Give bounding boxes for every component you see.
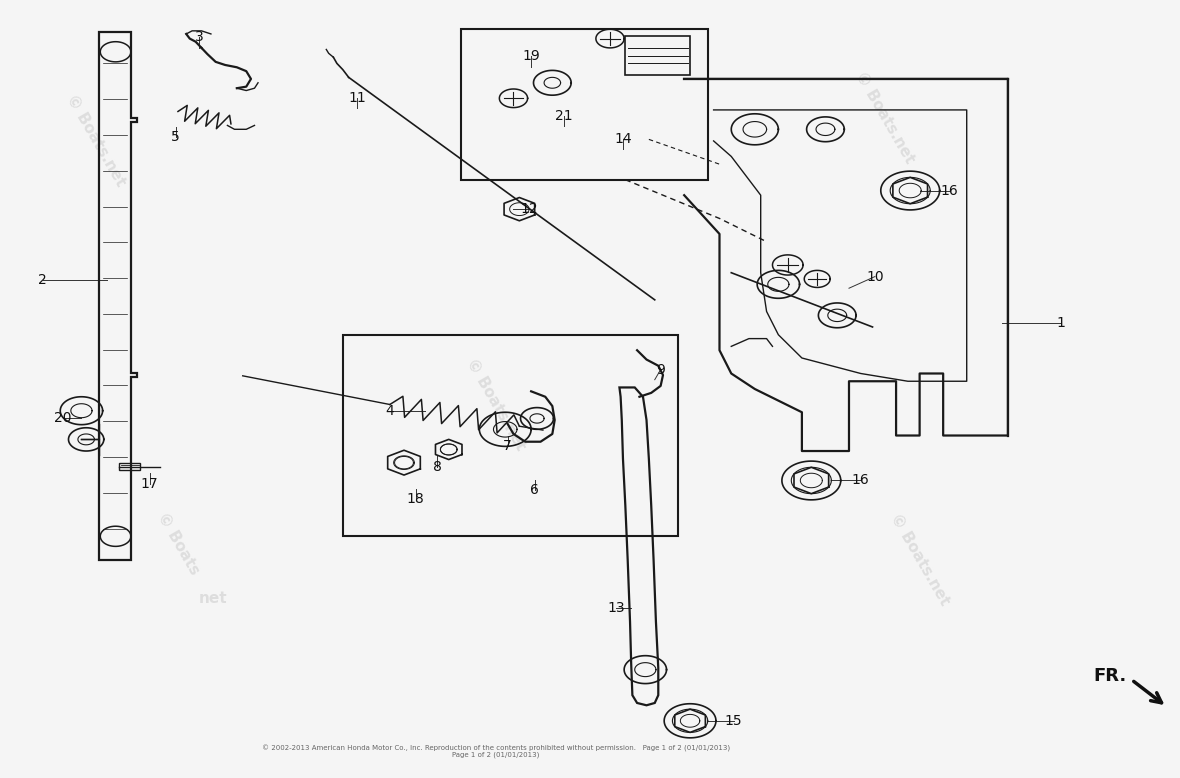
Text: © Boats: © Boats [155, 510, 202, 578]
Text: 19: 19 [523, 50, 540, 64]
Text: FR.: FR. [1094, 667, 1127, 685]
Text: © Boats.net: © Boats.net [887, 511, 952, 608]
Bar [460, 29, 708, 180]
Text: 16: 16 [852, 474, 870, 488]
Text: 11: 11 [348, 91, 366, 105]
Text: 21: 21 [556, 109, 573, 123]
Text: 16: 16 [940, 184, 958, 198]
Text: 15: 15 [725, 713, 742, 727]
Text: 8: 8 [433, 460, 441, 474]
Text: 1: 1 [1056, 316, 1066, 330]
Bar [625, 37, 690, 75]
Text: 5: 5 [171, 130, 181, 144]
Text: 7: 7 [503, 439, 512, 453]
Text: 17: 17 [140, 477, 158, 491]
Text: 10: 10 [866, 270, 884, 284]
Text: 12: 12 [520, 202, 538, 216]
Text: 9: 9 [656, 363, 666, 377]
Text: © Boats.net: © Boats.net [852, 69, 917, 166]
Text: net: net [199, 591, 228, 606]
Text: Page 1 of 2 (01/01/2013): Page 1 of 2 (01/01/2013) [452, 752, 539, 758]
Text: 4: 4 [386, 404, 394, 418]
Text: 6: 6 [530, 483, 539, 497]
Text: 20: 20 [54, 412, 71, 426]
Text: 18: 18 [407, 492, 425, 506]
Text: 14: 14 [614, 131, 631, 145]
Bar [342, 335, 678, 536]
Text: 3: 3 [195, 30, 203, 44]
Text: © Boats.net: © Boats.net [464, 356, 529, 453]
Text: © 2002-2013 American Honda Motor Co., Inc. Reproduction of the contents prohibit: © 2002-2013 American Honda Motor Co., In… [262, 745, 730, 752]
Text: 2: 2 [38, 274, 47, 287]
Text: © Boats.net: © Boats.net [64, 93, 127, 190]
Text: 13: 13 [607, 601, 624, 615]
